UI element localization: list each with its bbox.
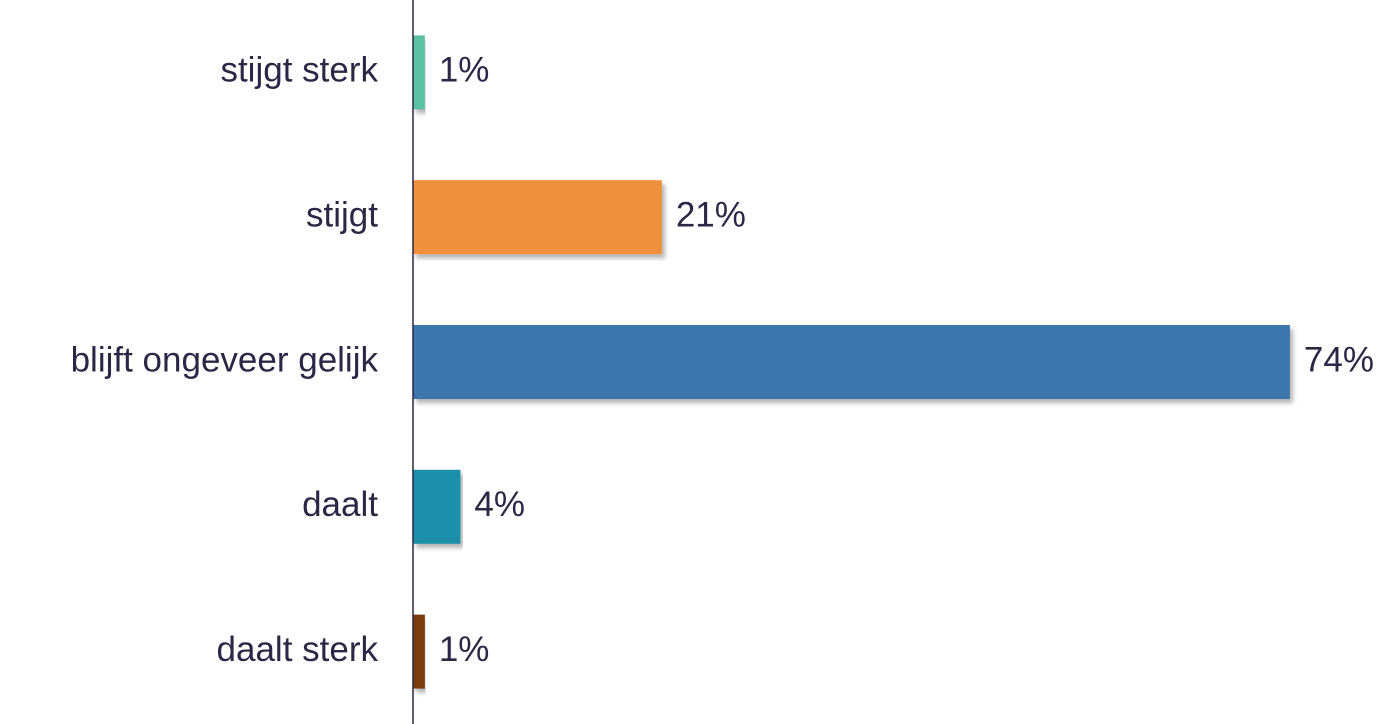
category-label: blijft ongeveer gelijk [71, 340, 379, 379]
category-label: daalt [302, 485, 378, 524]
bar [413, 469, 461, 544]
category-label: stijgt sterk [220, 51, 378, 90]
bar [413, 325, 1290, 399]
value-label: 1% [439, 51, 490, 90]
bar [413, 35, 425, 110]
bar [413, 614, 425, 689]
category-label: daalt sterk [217, 630, 379, 669]
category-label: stijgt [306, 195, 378, 234]
bar [413, 180, 662, 255]
value-label: 1% [439, 630, 490, 669]
value-label: 4% [474, 485, 525, 524]
value-label: 21% [676, 195, 746, 234]
value-label: 74% [1304, 340, 1374, 379]
